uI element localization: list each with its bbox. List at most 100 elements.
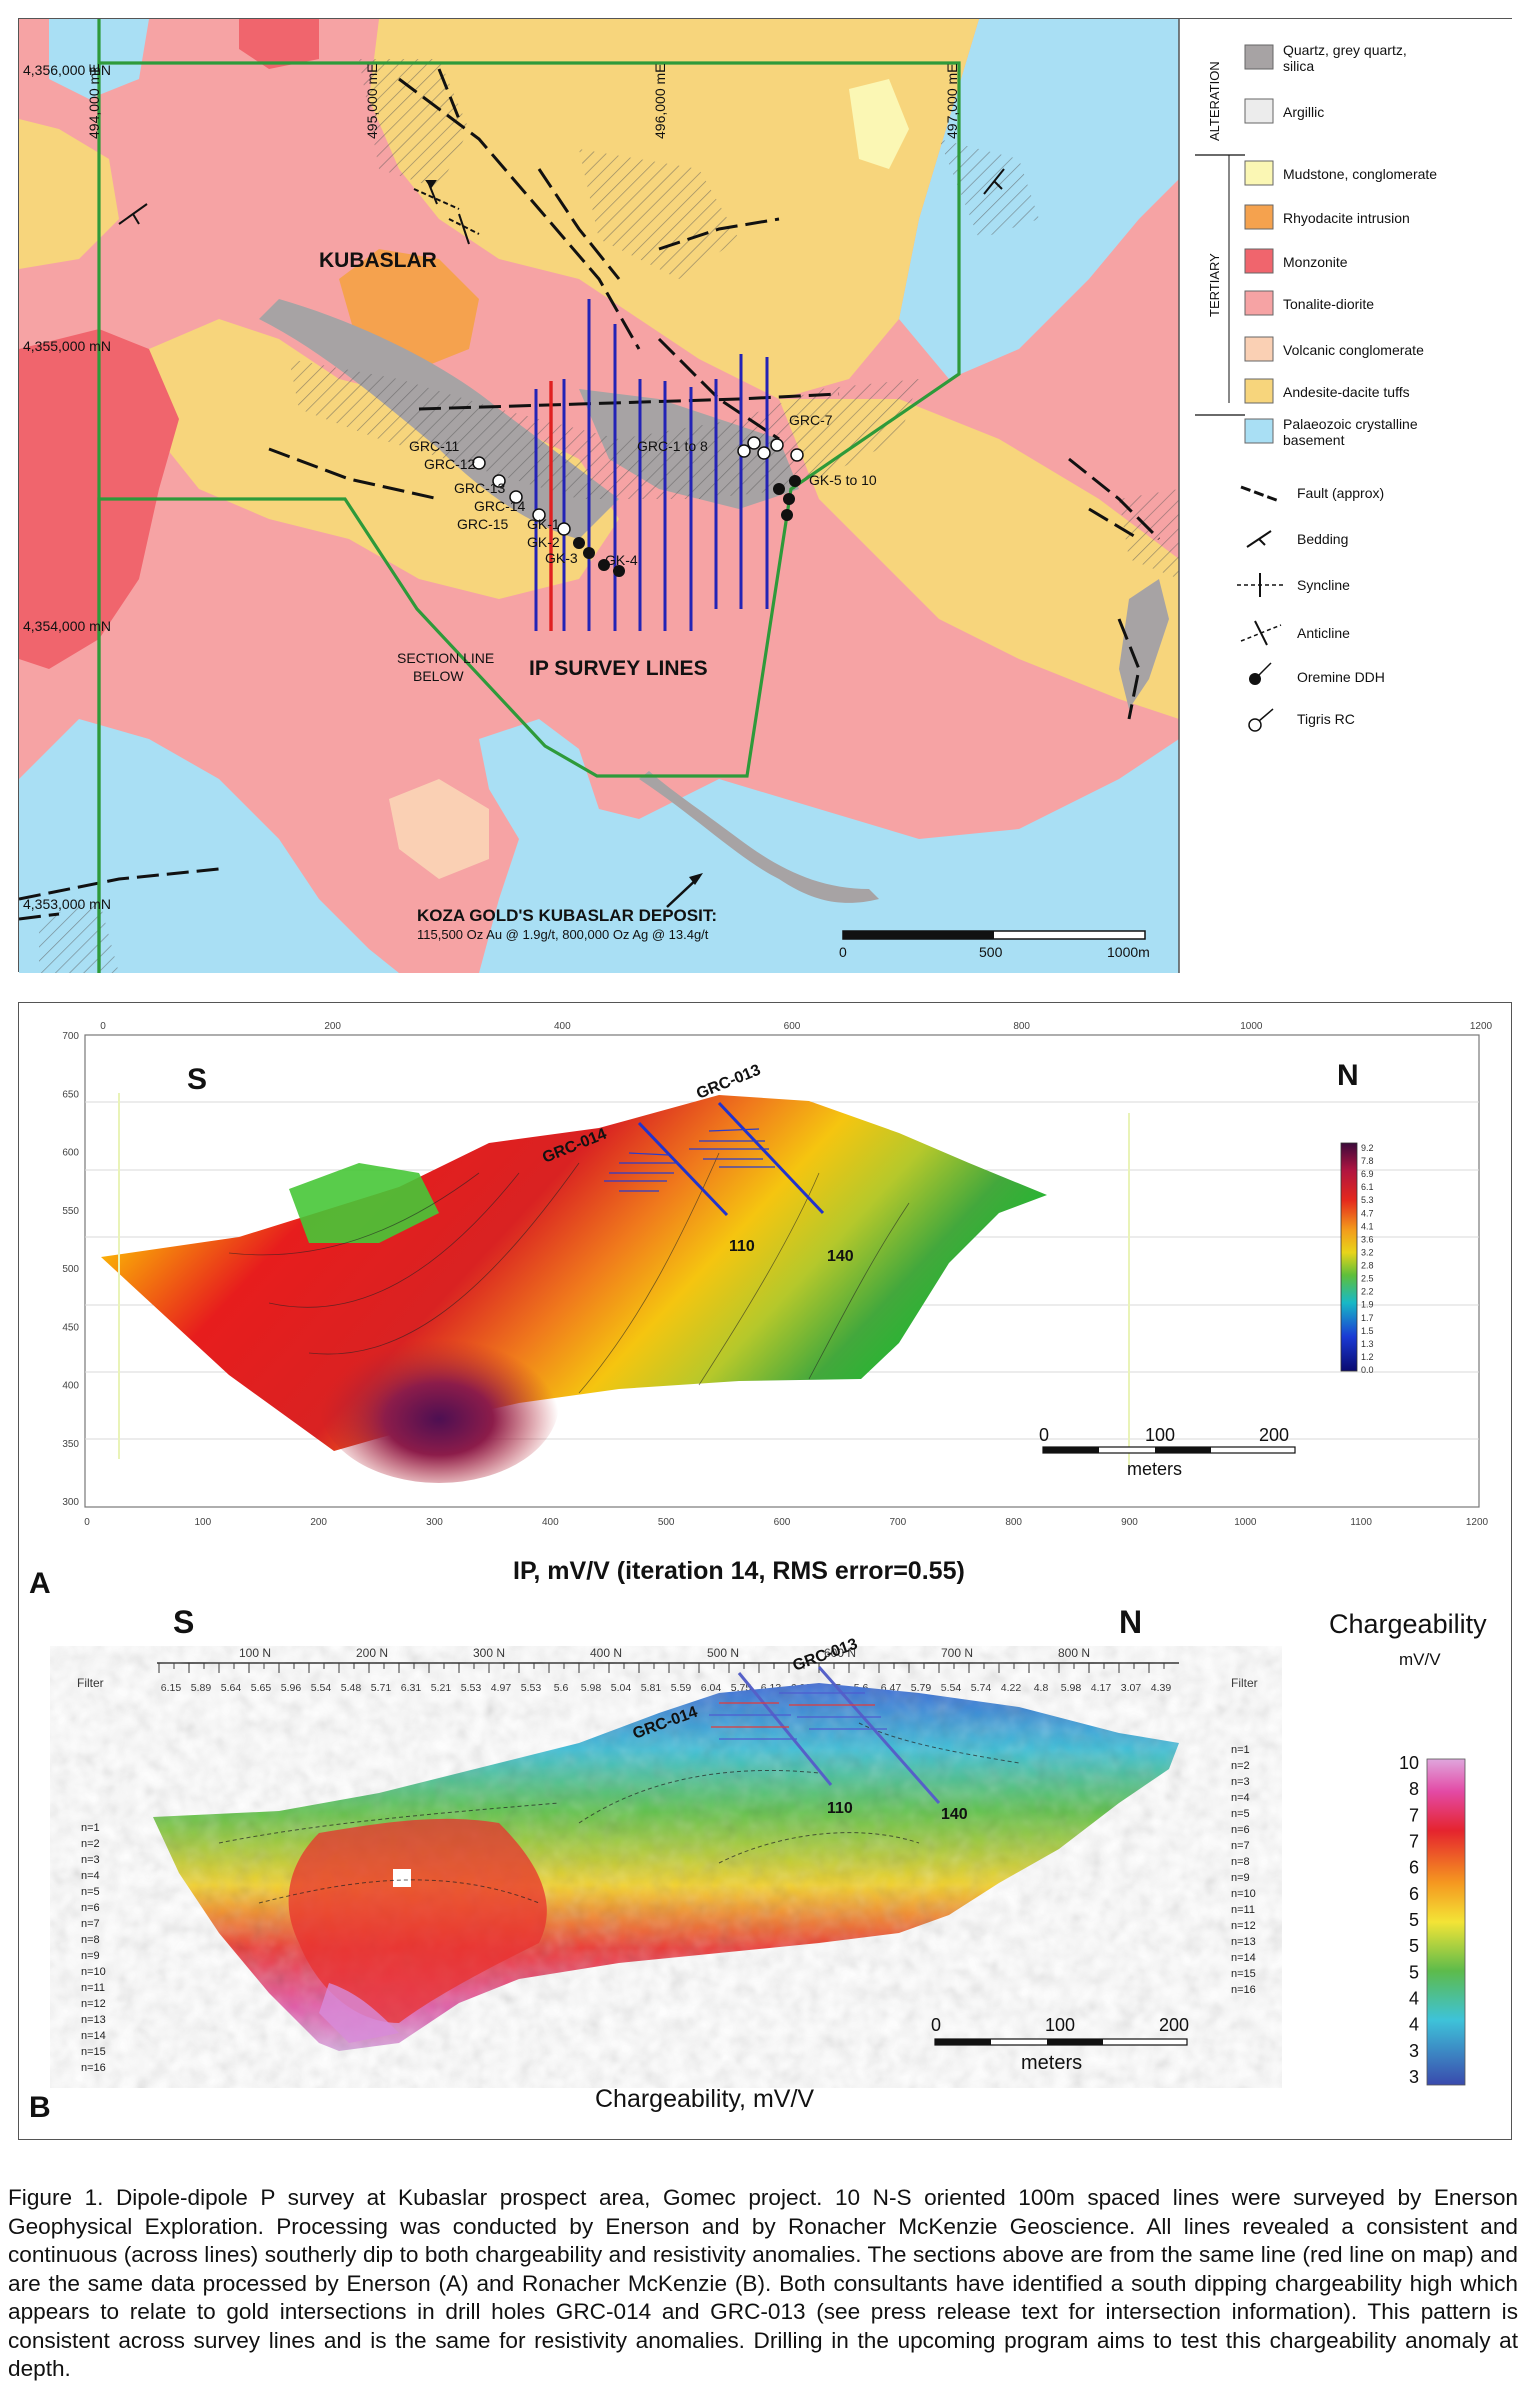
filter-value: 5.79 — [911, 1682, 932, 1694]
n-level-label: n=15 — [1231, 1968, 1256, 1980]
drill-holes — [472, 436, 804, 577]
bedding-symbols — [118, 168, 1005, 225]
filter-value: 5.54 — [311, 1682, 332, 1694]
colorbar-tick-label: 1.3 — [1361, 1339, 1374, 1349]
legend-label: silica — [1283, 58, 1314, 74]
northing-label: 4,356,000 mN — [23, 62, 111, 78]
axis-tick-label: 1000 — [1234, 1517, 1257, 1528]
ip-sections-panel: S N GRC-014 GRC-013 110 140 0 200 400 600 80… — [18, 1002, 1512, 2140]
legend-symbol — [1240, 620, 1282, 646]
scale-label: 0 — [1039, 1425, 1049, 1445]
map-legend: ALTERATION TERTIARY Quartz, grey quartz,… — [1178, 19, 1513, 973]
northing-label: 4,355,000 mN — [23, 338, 111, 354]
northing-tick-label: 500 N — [707, 1646, 739, 1660]
legend-symbol — [1248, 708, 1274, 732]
n-level-label: n=11 — [1231, 1904, 1255, 1916]
legend-label: Palaeozoic crystalline — [1283, 416, 1418, 432]
filter-value: 5.54 — [941, 1682, 962, 1694]
volcanic-patch — [389, 779, 489, 879]
colorbar-tick-label: 7 — [1409, 1832, 1419, 1852]
ip-survey-lines — [534, 299, 769, 631]
legend-symbol-label: Bedding — [1297, 531, 1348, 547]
colorbar-tick-label: 3 — [1409, 2041, 1419, 2061]
legend-label: Quartz, grey quartz, — [1283, 42, 1407, 58]
axis-tick-label: 500 — [658, 1517, 675, 1528]
basement-sw — [19, 719, 399, 973]
northing-tick-label: 600 N — [824, 1646, 856, 1660]
n-level-label: n=8 — [1231, 1856, 1250, 1868]
n-levels-right: n=1 n=2 n=3 n=4 n=5 n=6 n=7 n=8 n=9 n=10 n=11 n=12 n… — [1231, 1744, 1256, 1996]
filter-value: 6.15 — [161, 1682, 182, 1694]
n-level-label: n=6 — [1231, 1824, 1250, 1836]
easting-label: 497,000 mE — [944, 64, 960, 140]
filter-value: 5.81 — [641, 1682, 662, 1694]
filter-label: Filter — [1231, 1676, 1258, 1690]
geology-map: KUBASLAR 4,356,000 mN 4,355,000 mN 4,354… — [19, 19, 1513, 973]
n-level-label: n=1 — [1231, 1744, 1250, 1756]
ip-low-zone — [289, 1163, 439, 1243]
figure-caption: Figure 1. Dipole-dipole P survey at Kuba… — [8, 2185, 1518, 2381]
colorbar-tick-label: 1.2 — [1361, 1352, 1374, 1362]
andesite-west — [149, 319, 619, 599]
n-level-label: n=15 — [81, 2046, 106, 2058]
scale-label: 500 — [979, 944, 1003, 960]
section-title: Chargeability, mV/V — [595, 2085, 814, 2113]
legend-symbol — [1246, 530, 1272, 548]
ip-high-core — [319, 1323, 559, 1483]
map-labels: KUBASLAR 4,356,000 mN 4,355,000 mN 4,354… — [23, 62, 960, 942]
mudstone-patch — [849, 79, 909, 169]
northing-tick-label: 300 N — [473, 1646, 505, 1660]
section-a-drill-traces — [637, 1101, 825, 1217]
filter-value: 5.6 — [554, 1682, 569, 1694]
filter-label: Filter — [77, 1676, 104, 1690]
axis-tick-label: 200 — [324, 1021, 341, 1032]
depth-label: 110 — [827, 1800, 853, 1817]
axis-tick-label: 800 — [1005, 1517, 1022, 1528]
section-a-scale-bar: 0 100 200 meters — [1039, 1425, 1296, 1479]
n-level-label: n=7 — [1231, 1840, 1250, 1852]
hole-label: GK-2 — [527, 534, 560, 550]
section-b-colorbar — [1426, 1758, 1466, 2086]
filter-value: 5.74 — [971, 1682, 992, 1694]
place-label: KUBASLAR — [319, 249, 437, 272]
easting-label: 494,000 mE — [86, 64, 102, 140]
colorbar-tick-label: 3.6 — [1361, 1234, 1374, 1244]
filter-value: 5.53 — [521, 1682, 542, 1694]
argillic-zone-north — [359, 59, 469, 189]
colorbar-tick-label: 1.7 — [1361, 1313, 1374, 1323]
hole-label: GK-1 — [527, 516, 560, 532]
monzonite-north — [239, 19, 319, 69]
axis-tick-label: 400 — [542, 1517, 559, 1528]
n-level-label: n=2 — [81, 1838, 100, 1850]
colorbar-tick-label: 8 — [1409, 1779, 1419, 1799]
legend-label: Mudstone, conglomerate — [1283, 166, 1437, 182]
hole-label: GRC-13 — [454, 480, 506, 496]
axis-tick-label: 600 — [62, 1148, 79, 1159]
n-level-label: n=5 — [1231, 1808, 1250, 1820]
deposit-detail: 115,500 Oz Au @ 1.9g/t, 800,000 Oz Ag @ … — [417, 927, 709, 942]
section-line-label: SECTION LINE — [397, 650, 494, 666]
section-letter: A — [29, 1567, 51, 1600]
colorbar-tick-label: 10 — [1399, 1753, 1419, 1773]
section-letter: B — [29, 2091, 51, 2124]
n-level-label: n=3 — [81, 1854, 100, 1866]
colorbar-tick-label: 5 — [1409, 1936, 1419, 1956]
legend-label: basement — [1283, 432, 1345, 448]
axis-tick-label: 200 — [310, 1517, 327, 1528]
n-level-label: n=9 — [1231, 1872, 1250, 1884]
n-level-label: n=10 — [1231, 1888, 1256, 1900]
section-b-axes: 100 N 200 N 300 N 400 N 500 N 600 N 700 N 800 N… — [158, 1646, 1171, 1694]
basement-ne — [899, 19, 1179, 379]
legend-swatch — [1244, 98, 1274, 124]
scale-unit: meters — [1127, 1459, 1182, 1479]
n-level-label: n=12 — [1231, 1920, 1256, 1932]
hole-label: GRC-013 — [791, 1636, 860, 1675]
fold-symbols — [413, 180, 480, 245]
northing-tick-label: 700 N — [941, 1646, 973, 1660]
filter-value: 5.89 — [191, 1682, 212, 1694]
filter-value: 5.64 — [221, 1682, 242, 1694]
section-title: IP, mV/V (iteration 14, RMS error=0.55) — [513, 1557, 965, 1585]
legend-swatch — [1244, 336, 1274, 362]
north-label: N — [1119, 1604, 1142, 1640]
